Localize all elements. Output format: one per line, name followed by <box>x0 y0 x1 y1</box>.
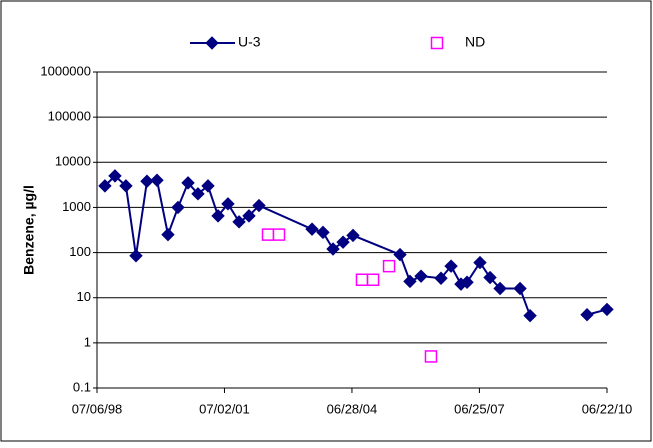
data-point <box>98 179 112 193</box>
data-point <box>424 350 438 363</box>
data-point <box>355 273 369 287</box>
data-point <box>444 259 458 273</box>
data-point <box>232 215 246 229</box>
data-point <box>242 209 256 223</box>
x-tick-label: 07/06/98 <box>72 401 123 416</box>
legend-label: U-3 <box>238 34 261 50</box>
y-tick-label: 10000 <box>55 154 91 169</box>
data-point <box>382 259 396 273</box>
data-point <box>393 247 407 262</box>
legend-marker <box>430 36 444 50</box>
data-point <box>493 281 507 296</box>
data-point <box>366 273 380 287</box>
y-tick-label: 0.1 <box>73 379 91 394</box>
data-point <box>316 225 330 240</box>
x-tick-label: 06/25/07 <box>454 401 505 416</box>
data-point <box>150 173 164 187</box>
data-point <box>140 174 154 188</box>
data-point <box>513 281 527 296</box>
data-point <box>272 228 286 241</box>
y-axis-label: Benzene, µg/l <box>21 185 37 275</box>
y-tick-label: 1 <box>84 334 91 349</box>
x-tick-label: 07/02/01 <box>199 401 250 416</box>
y-tick-label: 100000 <box>48 109 91 124</box>
legend-marker <box>205 36 219 50</box>
data-point <box>261 228 275 241</box>
x-tick-label: 06/22/10 <box>582 401 633 416</box>
data-point <box>580 308 594 322</box>
y-tick-label: 100 <box>69 244 91 259</box>
y-tick-label: 1000 <box>62 199 91 214</box>
data-point <box>600 302 614 317</box>
data-point <box>211 209 225 223</box>
data-point <box>191 187 205 201</box>
x-tick-label: 06/28/04 <box>327 401 378 416</box>
data-point <box>108 169 122 183</box>
data-point <box>346 228 360 243</box>
data-point <box>161 227 175 242</box>
data-point <box>119 179 133 193</box>
data-point <box>252 198 266 213</box>
data-point <box>326 242 340 256</box>
data-point <box>403 274 417 289</box>
data-point <box>201 179 215 193</box>
data-point <box>171 200 185 215</box>
data-point <box>473 255 487 270</box>
data-point <box>305 222 319 236</box>
y-tick-label: 10 <box>77 289 91 304</box>
data-point <box>414 269 428 283</box>
data-point <box>460 275 474 289</box>
y-tick-label: 1000000 <box>40 63 91 78</box>
data-point <box>523 308 537 323</box>
data-point <box>483 270 497 285</box>
data-point <box>181 176 195 190</box>
legend-label: ND <box>465 34 485 50</box>
data-point <box>434 271 448 285</box>
data-point <box>221 197 235 211</box>
data-point <box>336 235 350 249</box>
data-point <box>129 249 143 263</box>
